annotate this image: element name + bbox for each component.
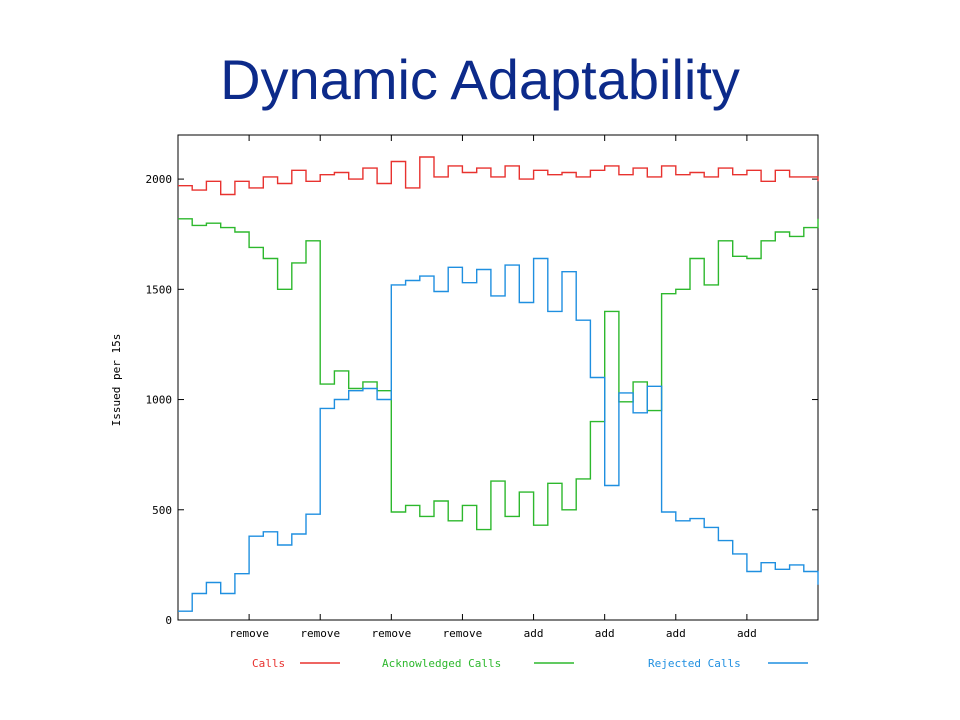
y-ticks: 0 500 1000 1500 2000 — [146, 173, 818, 627]
x-event-labels: remove remove remove remove add add add add — [229, 135, 757, 640]
series-line-2 — [178, 218, 819, 531]
slide-title: Dynamic Adaptability — [220, 48, 740, 111]
x-event-label: add — [524, 627, 544, 640]
legend-label: Acknowledged Calls — [382, 657, 501, 670]
legend: Calls Acknowledged Calls Rejected Calls — [252, 657, 808, 670]
x-event-label: add — [595, 627, 615, 640]
x-event-label: add — [737, 627, 757, 640]
series-line-1 — [178, 156, 819, 196]
series-lines — [178, 156, 819, 612]
x-event-label: remove — [300, 627, 340, 640]
chart-axes — [177, 134, 819, 621]
x-event-label: remove — [443, 627, 483, 640]
y-tick-label: 500 — [152, 504, 172, 517]
y-tick-label: 2000 — [146, 173, 173, 186]
x-event-label: remove — [371, 627, 411, 640]
y-tick-label: 0 — [165, 614, 172, 627]
series-line-3 — [178, 257, 819, 612]
y-axis-label: Issued per 15s — [110, 334, 123, 427]
y-tick-label: 1000 — [146, 394, 173, 407]
legend-label: Calls — [252, 657, 285, 670]
y-tick-label: 1500 — [146, 283, 173, 296]
legend-label: Rejected Calls — [648, 657, 741, 670]
x-event-label: add — [666, 627, 686, 640]
plot-frame — [177, 134, 819, 621]
x-event-label: remove — [229, 627, 269, 640]
